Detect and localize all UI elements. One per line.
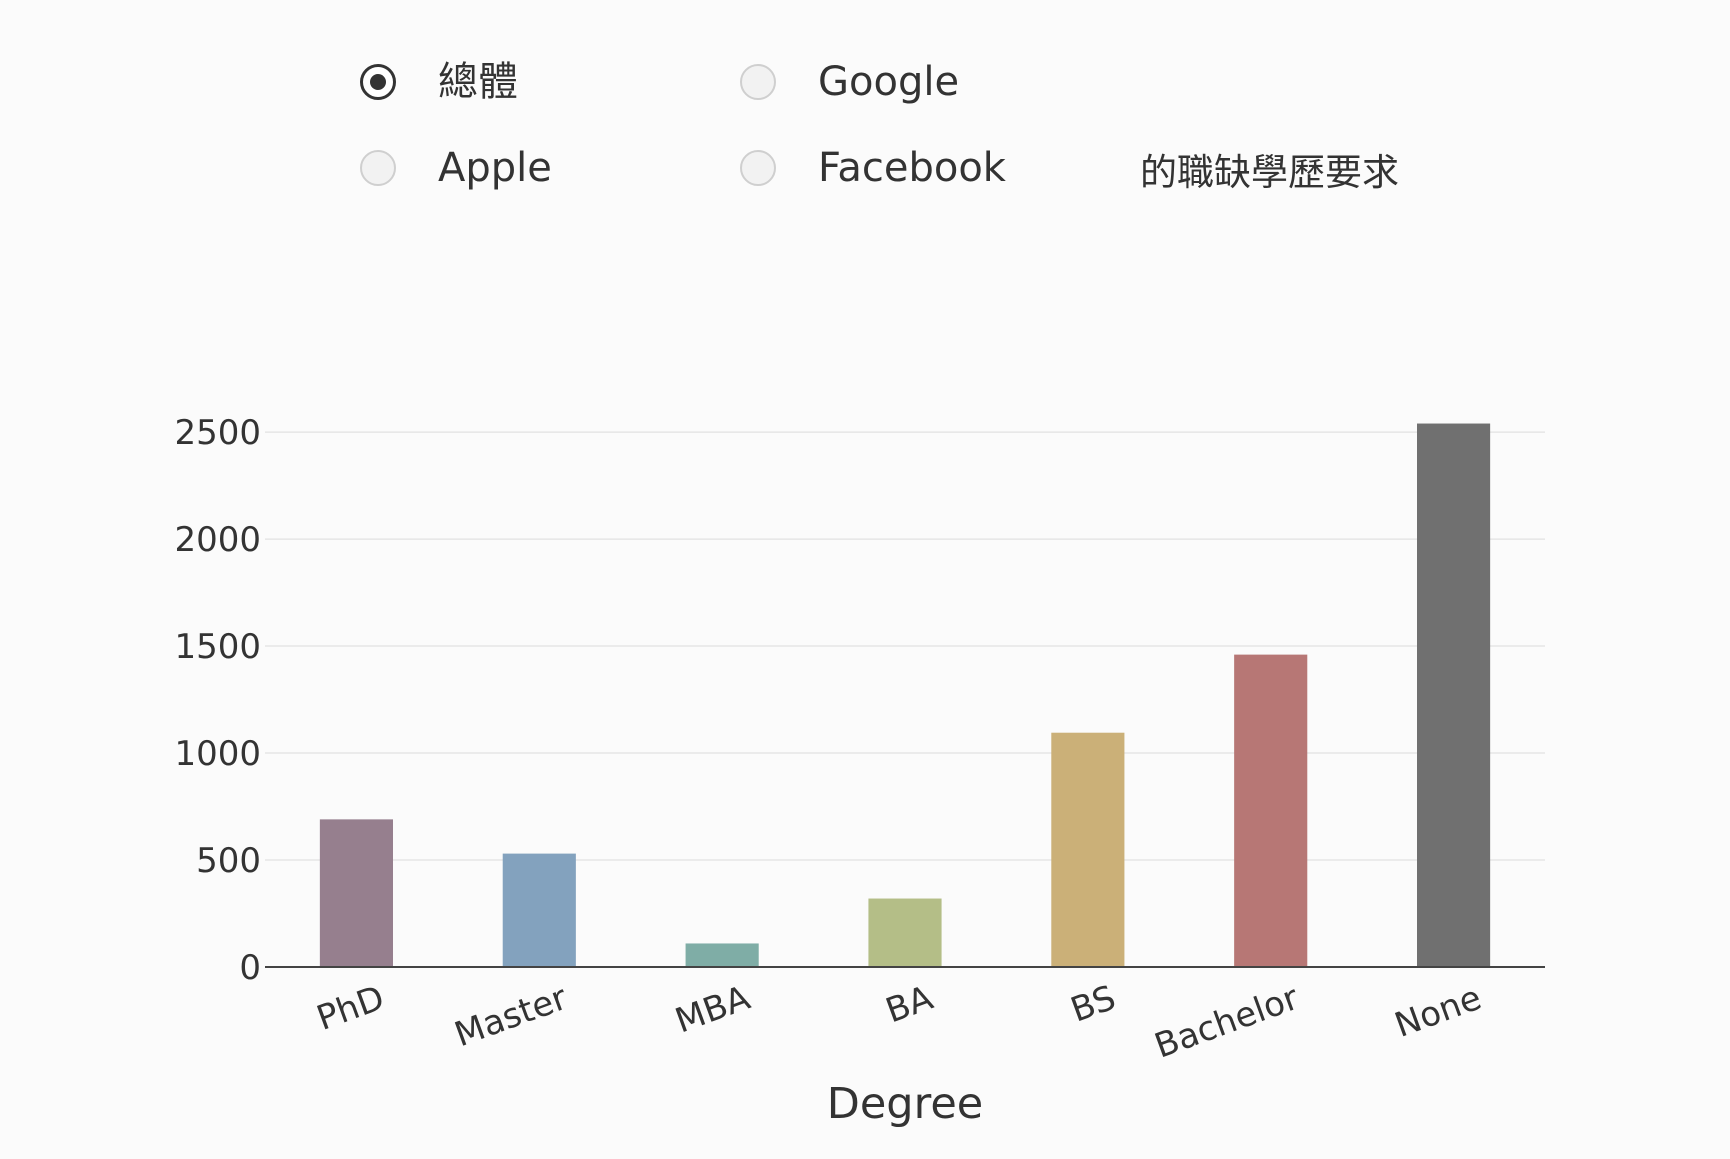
gridlines bbox=[265, 431, 1545, 861]
bar-none bbox=[1417, 423, 1491, 967]
x-tick-label-bachelor: Bachelor bbox=[1150, 978, 1304, 1067]
radio-label-overall: 總體 bbox=[438, 59, 518, 105]
y-tick-label: 500 bbox=[196, 841, 261, 881]
x-tick-label-bs: BS bbox=[1066, 978, 1121, 1031]
radio-option-apple[interactable]: Apple bbox=[360, 148, 552, 188]
x-axis-title: Degree bbox=[827, 1079, 984, 1129]
y-tick-label: 2500 bbox=[174, 413, 261, 453]
bar-ba bbox=[868, 898, 942, 967]
x-tick-label-phd: PhD bbox=[312, 978, 390, 1039]
x-axis-ticks: PhD Master MBA BA BS Bachelor None bbox=[312, 978, 1487, 1067]
radio-label-facebook: Facebook bbox=[818, 145, 1006, 191]
radio-button-apple[interactable] bbox=[360, 150, 396, 186]
chart-title: 的職缺學歷要求 bbox=[1140, 151, 1399, 194]
y-tick-label: 2000 bbox=[174, 520, 261, 560]
bar-bs bbox=[1051, 732, 1125, 967]
bar-phd bbox=[319, 819, 393, 967]
radio-label-google: Google bbox=[818, 59, 960, 105]
x-tick-label-master: Master bbox=[450, 978, 573, 1055]
radio-option-overall[interactable]: 總體 bbox=[360, 62, 518, 102]
x-tick-label-none: None bbox=[1390, 978, 1487, 1046]
bars bbox=[319, 423, 1491, 967]
radio-option-facebook[interactable]: Facebook bbox=[740, 148, 1006, 188]
radio-button-google[interactable] bbox=[740, 64, 776, 100]
company-filter-radio-group: 總體 Google Apple Facebook bbox=[360, 62, 1120, 232]
x-tick-label-ba: BA bbox=[881, 978, 938, 1032]
radio-button-facebook[interactable] bbox=[740, 150, 776, 186]
bar-bachelor bbox=[1234, 654, 1308, 967]
y-tick-label: 0 bbox=[239, 948, 261, 988]
y-tick-label: 1500 bbox=[174, 627, 261, 667]
bar-mba bbox=[685, 943, 759, 967]
bar-master bbox=[502, 853, 576, 967]
y-axis-ticks: 0 500 1000 1500 2000 2500 bbox=[174, 413, 261, 988]
radio-button-overall[interactable] bbox=[360, 64, 396, 100]
radio-label-apple: Apple bbox=[438, 145, 552, 191]
y-tick-label: 1000 bbox=[174, 734, 261, 774]
radio-option-google[interactable]: Google bbox=[740, 62, 959, 102]
x-tick-label-mba: MBA bbox=[670, 978, 755, 1042]
